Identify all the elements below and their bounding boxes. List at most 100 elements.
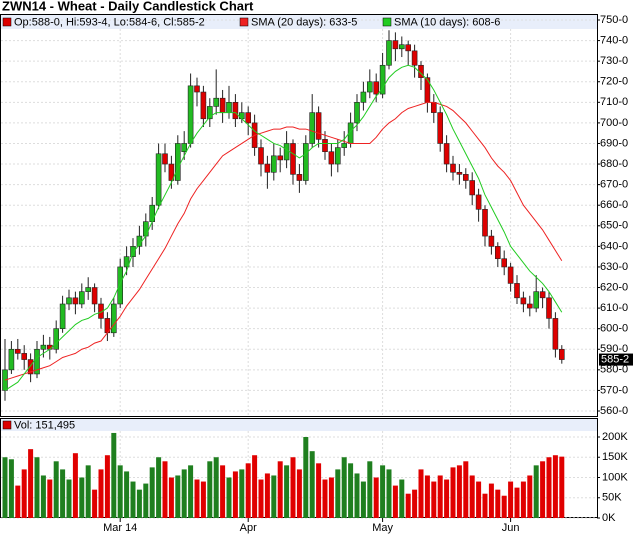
volume-bar <box>450 467 456 518</box>
legend-entry: SMA (20 days): 633-5 <box>251 16 357 28</box>
sma-line <box>4 101 563 381</box>
volume-bar <box>367 461 373 518</box>
candle-body <box>111 303 117 334</box>
candle-body <box>437 112 444 144</box>
candle-body <box>232 102 239 120</box>
candle-body <box>59 303 66 329</box>
y-tick-label: 640-0 <box>600 240 628 252</box>
candle-body <box>296 174 303 181</box>
y-tick-label: 740-0 <box>600 34 628 46</box>
candle-body <box>66 297 72 305</box>
y-tick-label: 100K <box>602 471 628 483</box>
y-tick-label: 150K <box>602 451 628 463</box>
candle-body <box>514 283 520 299</box>
candle-body <box>283 143 290 161</box>
volume-bar <box>130 481 136 518</box>
candle-body <box>302 143 309 181</box>
legend-swatch <box>382 17 392 27</box>
sma-line <box>4 64 563 391</box>
volume-bar <box>104 455 110 518</box>
volume-bar <box>469 475 475 518</box>
candle-body <box>155 153 162 206</box>
candle-body <box>162 153 168 165</box>
x-tick-label: Apr <box>240 522 257 534</box>
volume-bar <box>47 479 53 518</box>
candle-body <box>91 287 98 305</box>
y-tick-label: 620-0 <box>600 281 628 293</box>
volume-bar <box>309 451 315 518</box>
candle-body <box>309 112 316 144</box>
volume-bar <box>264 473 270 518</box>
y-tick-label: 630-0 <box>600 261 628 273</box>
volume-bar <box>316 463 322 518</box>
volume-bar <box>245 463 251 518</box>
candle-body <box>558 348 565 360</box>
candle-body <box>149 204 155 222</box>
volume-bar <box>444 479 450 518</box>
volume-bar <box>40 475 46 518</box>
candle-body <box>462 174 469 181</box>
y-tick-label: 600-0 <box>600 323 628 335</box>
candle-body <box>79 291 85 305</box>
candle-body <box>315 112 322 140</box>
candle-body <box>245 112 251 124</box>
legend-bar <box>1 15 597 29</box>
legend-entry: SMA (10 days): 608-6 <box>394 16 500 28</box>
candle-body <box>360 91 367 103</box>
candle-body <box>72 297 79 305</box>
volume-bar <box>341 457 347 518</box>
volume-bar <box>412 489 418 518</box>
volume-bar <box>188 465 194 518</box>
candle-body <box>334 147 341 165</box>
candle-body <box>322 139 328 153</box>
volume-bar <box>508 481 514 518</box>
candle-body <box>258 147 264 165</box>
volume-bar <box>220 465 226 518</box>
volume-bar <box>546 457 552 518</box>
candle-body <box>270 155 277 173</box>
candle-body <box>450 163 456 173</box>
candle-body <box>15 348 21 354</box>
volume-bar <box>514 487 520 518</box>
candle-body <box>175 143 181 181</box>
volume-bar <box>85 465 91 518</box>
candle-body <box>398 44 405 50</box>
y-tick-label: 680-0 <box>600 158 628 170</box>
candle-body <box>443 143 450 165</box>
volume-bar <box>437 475 443 518</box>
candle-body <box>533 291 540 309</box>
last-price-label: 585-2 <box>601 353 629 365</box>
volume-bar <box>21 469 27 518</box>
candle-body <box>469 180 476 196</box>
volume-bar <box>456 465 462 518</box>
y-tick-label: 650-0 <box>600 220 628 232</box>
volume-bar <box>72 453 78 518</box>
volume-bar <box>540 461 546 518</box>
candle-body <box>8 348 15 371</box>
y-tick-label: 50K <box>602 492 622 504</box>
volume-bar <box>60 469 66 518</box>
volume-bar <box>322 479 328 518</box>
volume-bar <box>34 457 40 518</box>
y-tick-label: 570-0 <box>600 384 628 396</box>
volume-bar <box>527 475 533 518</box>
y-tick-label: 720-0 <box>600 76 628 88</box>
candle-body <box>526 303 533 309</box>
candle-body <box>40 344 47 350</box>
candle-body <box>290 143 296 175</box>
y-tick-label: 580-0 <box>600 364 628 376</box>
candle-body <box>430 102 437 113</box>
volume-bar <box>175 475 181 518</box>
x-tick-label: May <box>372 522 393 534</box>
y-tick-label: 690-0 <box>600 137 628 149</box>
candle-body <box>239 112 245 120</box>
candle-body <box>475 194 482 210</box>
volume-bar <box>149 467 155 518</box>
ohlc-legend: Op:588-0, Hi:593-4, Lo:584-6, Cl:585-2 <box>14 16 205 28</box>
volume-bar <box>2 457 8 518</box>
volume-bar <box>8 459 14 518</box>
volume-bar <box>488 483 494 518</box>
candle-body <box>546 297 552 319</box>
candle-body <box>539 291 546 299</box>
